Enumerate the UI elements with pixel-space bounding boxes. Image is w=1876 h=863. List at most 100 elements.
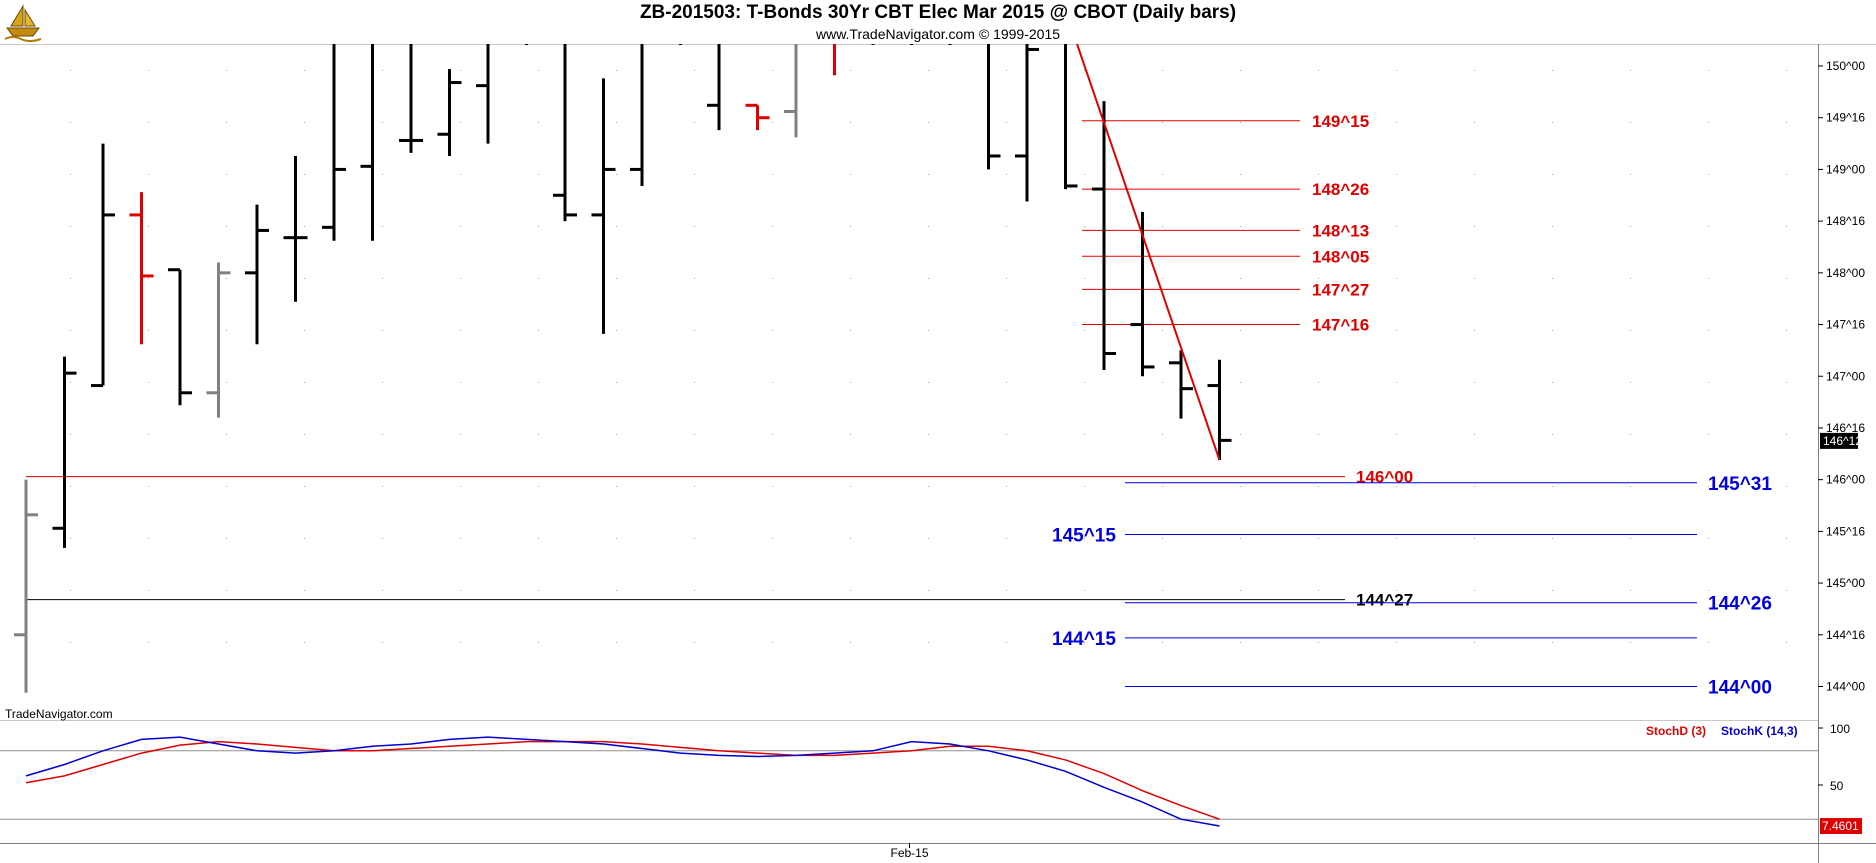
grid-dot xyxy=(1318,538,1319,539)
grid-dot xyxy=(304,122,305,123)
price-tick-label: 145^16 xyxy=(1826,524,1865,538)
grid-dot xyxy=(1474,538,1475,539)
grid-dot xyxy=(148,278,149,279)
grid-dot xyxy=(1006,538,1007,539)
grid-dot xyxy=(1630,174,1631,175)
grid-dot xyxy=(1474,330,1475,331)
grid-dot xyxy=(226,434,227,435)
grid-dot xyxy=(694,382,695,383)
grid-dot xyxy=(1240,538,1241,539)
grid-dot xyxy=(850,590,851,591)
grid-dot xyxy=(148,642,149,643)
price-tick-label: 149^16 xyxy=(1826,111,1865,125)
grid-dot xyxy=(1240,642,1241,643)
grid-dot xyxy=(1474,278,1475,279)
grid-dot xyxy=(304,330,305,331)
grid-dot xyxy=(1630,642,1631,643)
grid-dot xyxy=(1708,642,1709,643)
grid-dot xyxy=(148,122,149,123)
grid-dot xyxy=(460,278,461,279)
retracement-label: 149^15 xyxy=(1312,112,1369,131)
grid-dot xyxy=(70,278,71,279)
grid-dot xyxy=(148,590,149,591)
grid-dot xyxy=(772,434,773,435)
grid-dot xyxy=(382,382,383,383)
price-axis: 144^00 144^16 145^00 145^16 146^00 146^16 147^… xyxy=(1818,59,1865,694)
grid-dot xyxy=(70,226,71,227)
grid-dot xyxy=(1708,538,1709,539)
grid-dot xyxy=(1006,122,1007,123)
grid-dot xyxy=(70,538,71,539)
grid-dot xyxy=(1006,642,1007,643)
grid-dot xyxy=(1630,486,1631,487)
grid-dot xyxy=(148,538,149,539)
grid-dot xyxy=(1396,590,1397,591)
grid-dot xyxy=(1552,330,1553,331)
ohlc-bar xyxy=(360,44,374,241)
grid-dot xyxy=(226,226,227,227)
grid-dot xyxy=(1396,226,1397,227)
grid-dots xyxy=(70,70,1787,643)
grid-dot xyxy=(616,382,617,383)
grid-dot xyxy=(928,642,929,643)
grid-dot xyxy=(1786,642,1787,643)
stoch-k-line xyxy=(25,736,1220,827)
stoch-last-label: 7.4601 xyxy=(1822,819,1859,833)
grid-dot xyxy=(1084,70,1085,71)
grid-dot xyxy=(1162,642,1163,643)
grid-dot xyxy=(694,434,695,435)
grid-dot xyxy=(1786,434,1787,435)
grid-dot xyxy=(1786,278,1787,279)
grid-dot xyxy=(1708,590,1709,591)
grid-dot xyxy=(382,226,383,227)
retracement-label: 148^05 xyxy=(1312,247,1369,266)
horizontal-label: 144^27 xyxy=(1356,591,1413,610)
grid-dot xyxy=(772,278,773,279)
grid-dot xyxy=(1630,434,1631,435)
grid-dot xyxy=(382,434,383,435)
grid-dot xyxy=(1084,278,1085,279)
grid-dot xyxy=(694,538,695,539)
grid-dot xyxy=(70,486,71,487)
grid-dot xyxy=(538,538,539,539)
grid-dot xyxy=(1708,382,1709,383)
grid-dot xyxy=(1318,122,1319,123)
grid-dot xyxy=(1006,278,1007,279)
grid-dot xyxy=(1240,278,1241,279)
grid-dot xyxy=(928,382,929,383)
grid-dot xyxy=(928,70,929,71)
grid-dot xyxy=(1006,226,1007,227)
grid-dot xyxy=(772,122,773,123)
legend-stoch-k: StochK (14,3) xyxy=(1721,724,1798,738)
grid-dot xyxy=(1318,174,1319,175)
grid-dot xyxy=(1708,174,1709,175)
projection-label: 144^15 xyxy=(1052,629,1116,650)
price-tick-label: 147^16 xyxy=(1826,318,1865,332)
grid-dot xyxy=(460,486,461,487)
grid-dot xyxy=(460,226,461,227)
grid-dot xyxy=(772,486,773,487)
price-tick-label: 148^00 xyxy=(1826,266,1865,280)
grid-dot xyxy=(1240,226,1241,227)
grid-dot xyxy=(1240,330,1241,331)
grid-dot xyxy=(1630,590,1631,591)
grid-dot xyxy=(460,642,461,643)
grid-dot xyxy=(616,590,617,591)
grid-dot xyxy=(1084,382,1085,383)
grid-dot xyxy=(1396,330,1397,331)
price-tick-label: 146^16 xyxy=(1826,421,1865,435)
grid-dot xyxy=(928,122,929,123)
grid-dot xyxy=(382,278,383,279)
grid-dot xyxy=(226,70,227,71)
grid-dot xyxy=(772,590,773,591)
price-tick-label: 145^00 xyxy=(1826,576,1865,590)
grid-dot xyxy=(304,70,305,71)
grid-dot xyxy=(304,278,305,279)
grid-dot xyxy=(850,330,851,331)
price-tick-label: 150^00 xyxy=(1826,59,1865,73)
grid-dot xyxy=(1474,382,1475,383)
ohlc-bar xyxy=(437,69,462,156)
last-price-label: 146^12 xyxy=(1823,434,1862,448)
grid-dot xyxy=(538,590,539,591)
grid-dot xyxy=(226,174,227,175)
